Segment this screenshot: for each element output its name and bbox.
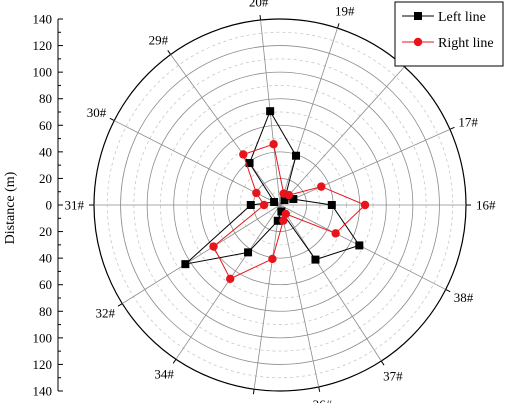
data-point <box>209 242 218 251</box>
spoke-tick <box>167 50 172 55</box>
spoke-tick <box>449 126 455 130</box>
series-line <box>212 143 366 280</box>
spoke-tick <box>337 23 340 29</box>
category-label: 17# <box>458 115 478 130</box>
data-point <box>317 182 326 191</box>
data-point <box>266 107 275 116</box>
data-point <box>273 216 282 225</box>
series-right-line <box>209 140 370 283</box>
spoke-line <box>170 54 281 206</box>
category-label: 36# <box>313 397 333 403</box>
data-point <box>355 241 364 250</box>
legend-right-line-marker <box>413 37 423 47</box>
category-label: 29# <box>149 32 169 47</box>
spoke-line <box>279 204 320 388</box>
spoke-line <box>279 204 382 362</box>
spoke-tick <box>117 303 123 307</box>
y-axis: 140 120 100 80 60 40 20 0 20 40 60 80 100 120 140 <box>33 12 63 399</box>
y-tick-label: 140 <box>33 12 53 27</box>
data-point <box>226 274 235 283</box>
legend-left-line-label: Left line <box>438 10 486 25</box>
series-layer <box>181 107 370 283</box>
data-point <box>270 197 279 206</box>
legend-right-line-label: Right line <box>438 36 494 51</box>
legend-left-line-marker <box>414 12 422 20</box>
category-label: 19# <box>335 3 355 18</box>
data-point <box>292 151 301 160</box>
y-tick-label: 100 <box>33 330 53 345</box>
y-tick-label: 80 <box>39 91 52 106</box>
legend: Left line Right line <box>394 1 504 67</box>
spoke-tick <box>259 14 262 21</box>
spoke-tick <box>318 386 321 392</box>
spoke-line <box>114 120 281 206</box>
y-tick-label: 20 <box>39 224 52 239</box>
spoke-tick <box>252 389 255 395</box>
category-label: 30# <box>87 105 107 120</box>
data-point <box>268 254 277 264</box>
spoke-tick <box>380 360 385 366</box>
y-tick-label: 20 <box>39 171 52 186</box>
spoke-tick <box>109 117 115 122</box>
data-point <box>360 200 370 210</box>
y-tick-label: 40 <box>39 144 52 159</box>
data-point <box>246 201 255 209</box>
data-point <box>259 200 269 210</box>
spoke-line <box>253 204 281 390</box>
category-label: 34# <box>154 367 174 382</box>
y-tick-label: 40 <box>39 251 52 266</box>
data-point <box>239 150 248 159</box>
category-label: 31# <box>65 198 85 213</box>
data-point <box>279 189 288 198</box>
data-point <box>244 248 253 257</box>
y-tick-label: 140 <box>33 384 53 399</box>
y-axis-label: Distance (m) <box>3 171 18 244</box>
data-point <box>181 260 190 269</box>
data-point <box>280 196 289 205</box>
polar-grid <box>89 14 471 395</box>
data-point <box>277 207 286 216</box>
legend-box <box>394 1 504 67</box>
spoke-tick <box>172 358 177 364</box>
category-label: 16# <box>476 198 496 213</box>
data-point <box>311 255 320 264</box>
y-tick-label: 100 <box>33 65 53 80</box>
y-tick-label: 60 <box>39 118 52 133</box>
y-tick-label: 120 <box>33 38 53 53</box>
category-label: 32# <box>95 306 115 321</box>
category-label: 38# <box>454 290 474 305</box>
category-label: 37# <box>383 369 403 384</box>
y-tick-label: 0 <box>46 198 53 213</box>
series-left-line <box>181 107 364 269</box>
y-tick-label: 80 <box>39 304 52 319</box>
data-point <box>269 140 278 149</box>
data-point <box>281 209 290 219</box>
spoke-line <box>122 204 281 304</box>
spoke-tick <box>445 288 451 293</box>
y-tick-label: 120 <box>33 357 53 372</box>
spoke-line <box>279 128 451 206</box>
spoke-line <box>279 66 405 206</box>
category-label: 35# <box>242 400 262 403</box>
data-point <box>252 188 261 198</box>
spoke-line <box>279 27 338 206</box>
data-point <box>327 201 336 209</box>
category-label: 20# <box>249 0 269 10</box>
data-point <box>279 216 288 225</box>
data-point <box>289 195 298 204</box>
y-tick-label: 60 <box>39 277 52 292</box>
data-point <box>331 229 340 238</box>
data-point <box>245 159 254 168</box>
